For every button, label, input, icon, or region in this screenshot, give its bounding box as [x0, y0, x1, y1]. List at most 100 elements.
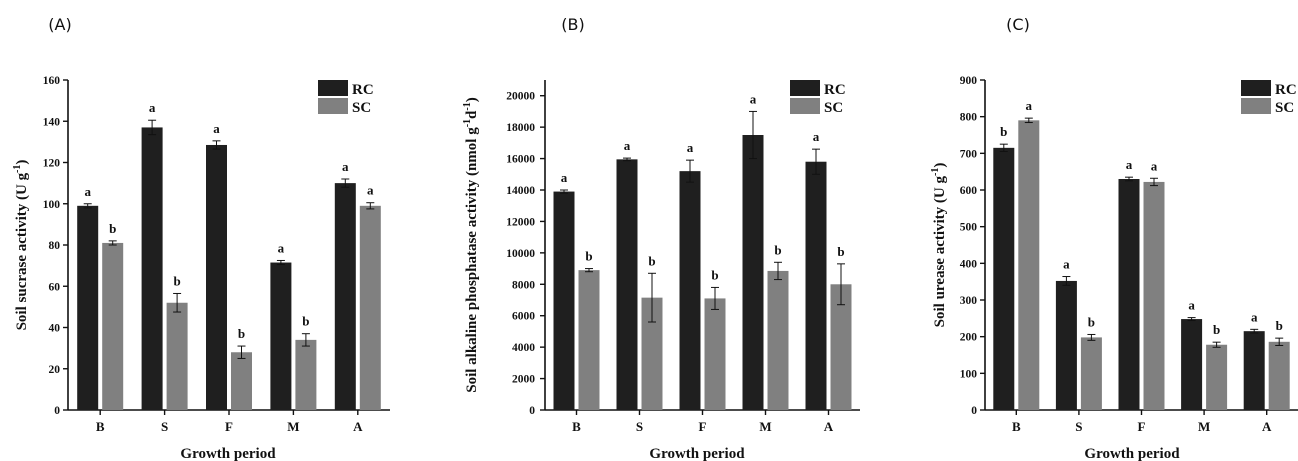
significance-label: a	[1188, 298, 1195, 313]
significance-label: b	[302, 314, 309, 329]
significance-label: b	[238, 326, 245, 341]
significance-label: a	[1126, 157, 1133, 172]
y-tick-label: 100	[43, 199, 61, 211]
legend-swatch-SC	[790, 98, 820, 114]
bar-RC-F	[679, 171, 701, 410]
significance-label: b	[109, 221, 116, 236]
y-tick-label: 300	[960, 295, 978, 307]
significance-label: b	[1088, 314, 1095, 329]
bar-RC-B	[553, 191, 575, 410]
legend-swatch-RC	[318, 80, 348, 96]
y-tick-label: 200	[960, 332, 978, 344]
y-tick-label: 12000	[506, 216, 535, 228]
x-tick-label: S	[161, 419, 168, 434]
significance-label: a	[561, 170, 568, 185]
significance-label: a	[624, 138, 631, 153]
panel-label: (C)	[1006, 15, 1030, 34]
panel-label: (A)	[48, 15, 71, 34]
legend-label-SC: SC	[352, 100, 371, 116]
significance-label: a	[149, 100, 156, 115]
bar-RC-S	[1055, 280, 1077, 410]
x-tick-label: F	[225, 419, 233, 434]
significance-label: a	[278, 240, 285, 255]
bar-SC-F	[704, 298, 726, 410]
bar-SC-F	[231, 352, 252, 410]
chart-panel-2: (B) 0 2000 4000 6000 8000 10000 12000 14000 16000…	[462, 15, 860, 461]
y-axis-title: Soil sucrase activity (U g-1)	[12, 160, 30, 331]
significance-label: b	[774, 242, 781, 257]
significance-label: a	[1063, 257, 1070, 272]
significance-label: a	[1026, 98, 1033, 113]
y-tick-label: 160	[43, 75, 61, 87]
x-axis-title: Growth period	[649, 446, 745, 461]
y-tick-label: 0	[54, 405, 60, 417]
y-axis-title: Soil alkaline phosphatase activity (nmol…	[462, 97, 480, 392]
y-tick-label: 800	[960, 112, 978, 124]
bar-SC-M	[295, 339, 317, 410]
bar-SC-M	[767, 270, 789, 410]
significance-label: b	[1276, 318, 1283, 333]
bar-SC-B	[1018, 120, 1040, 410]
y-tick-label: 4000	[512, 342, 535, 354]
significance-label: a	[1251, 309, 1258, 324]
y-axis-title-sup: -1	[12, 165, 23, 173]
legend-label-SC: SC	[1275, 100, 1294, 116]
legend-swatch-RC	[1241, 80, 1271, 96]
bar-RC-M	[1181, 319, 1203, 410]
x-tick-label: M	[1198, 419, 1210, 434]
y-axis-title-mid: d	[464, 110, 480, 119]
y-tick-label: 120	[43, 158, 61, 170]
bar-RC-A	[334, 183, 356, 410]
y-axis-title-end: )	[14, 160, 30, 165]
bar-SC-S	[166, 302, 188, 410]
y-axis-title-end: )	[932, 163, 948, 168]
y-axis-title-main: Soil sucrase activity (U g	[14, 172, 30, 330]
y-tick-label: 500	[960, 222, 978, 234]
x-tick-label: M	[759, 419, 771, 434]
x-tick-label: S	[636, 419, 643, 434]
significance-label: a	[1151, 158, 1158, 173]
chart-panel-1: (A) 0 20 40 60 80 100 120 140 160 Soil sucrase act…	[12, 15, 390, 461]
y-tick-label: 8000	[512, 279, 535, 291]
bar-SC-B	[578, 270, 600, 410]
y-axis-title-sup: -1	[930, 168, 941, 176]
legend-swatch-SC	[1241, 98, 1271, 114]
y-axis-title-main: Soil alkaline phosphatase activity (nmol…	[464, 127, 480, 393]
legend-label-RC: RC	[352, 82, 374, 98]
x-axis-title: Growth period	[1084, 446, 1180, 461]
bar-SC-S	[1080, 337, 1102, 410]
significance-label: a	[687, 140, 694, 155]
y-axis-title-sup: -1	[462, 119, 473, 127]
x-axis-title: Growth period	[180, 446, 276, 461]
legend-label-RC: RC	[1275, 82, 1297, 98]
y-axis-title-main: Soil urease activity (U g	[932, 175, 948, 327]
x-tick-label: A	[1262, 419, 1272, 434]
significance-label: a	[750, 91, 757, 106]
bar-RC-M	[270, 262, 292, 410]
x-tick-label: F	[699, 419, 707, 434]
y-tick-label: 400	[960, 258, 978, 270]
y-axis-title: Soil urease activity (U g-1)	[930, 163, 948, 328]
bar-RC-B	[77, 205, 99, 410]
y-tick-label: 10000	[506, 248, 535, 260]
x-tick-label: B	[96, 419, 105, 434]
bar-SC-A	[1268, 341, 1290, 410]
y-tick-label: 900	[960, 75, 978, 87]
y-tick-label: 700	[960, 148, 978, 160]
y-axis-title-end: )	[464, 97, 480, 102]
significance-label: a	[813, 129, 820, 144]
legend-swatch-RC	[790, 80, 820, 96]
y-tick-label: 6000	[512, 311, 535, 323]
significance-label: b	[711, 267, 718, 282]
significance-label: b	[1000, 124, 1007, 139]
x-tick-label: S	[1075, 419, 1082, 434]
y-tick-label: 40	[49, 323, 61, 335]
legend-label-SC: SC	[824, 100, 843, 116]
legend-label-RC: RC	[824, 82, 846, 98]
bar-RC-S	[616, 159, 638, 410]
y-tick-label: 2000	[512, 374, 535, 386]
bar-RC-F	[206, 144, 227, 410]
bar-SC-A	[830, 284, 852, 410]
bar-RC-S	[141, 127, 163, 410]
